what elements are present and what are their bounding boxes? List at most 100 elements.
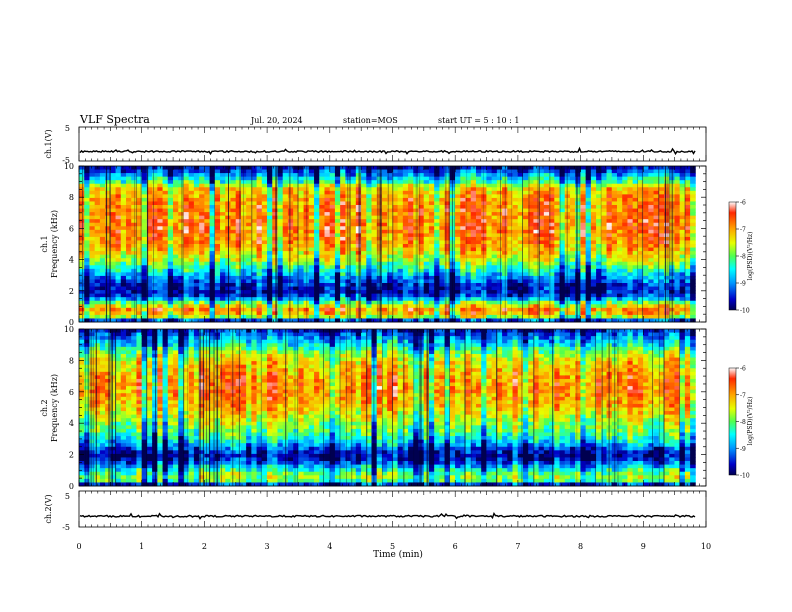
spectrogram-cell (658, 283, 665, 287)
spectrogram-cell (319, 226, 325, 231)
spectrogram-cell (596, 261, 602, 266)
spectrogram-cell (115, 194, 122, 199)
spectrogram-cell (267, 290, 273, 295)
spectrogram-cell (517, 300, 524, 305)
spectrogram-cell (596, 286, 602, 291)
spectrogram-cell (418, 261, 425, 266)
spectrogram-cell (481, 166, 487, 170)
spectrogram-cell (277, 251, 284, 256)
spectrogram-cell (131, 272, 137, 277)
spectrogram-cell (183, 187, 190, 192)
spectrogram-cell (272, 293, 278, 298)
spectrogram-cell (183, 212, 190, 217)
spectrogram-cell (141, 176, 148, 181)
spectrogram-cell (413, 318, 419, 323)
spectrogram-cell (99, 272, 106, 277)
spectrogram-cell (79, 293, 85, 298)
spectrogram-cell (455, 169, 461, 174)
spectrogram-cell (622, 314, 628, 319)
spectrogram-cell (601, 180, 607, 185)
spectrogram-cell (230, 233, 237, 238)
spectrogram-cell (455, 293, 461, 298)
spectrogram-cell (460, 300, 466, 305)
spectrogram-cell (272, 258, 278, 263)
spectrogram-cell (146, 180, 153, 185)
spectrogram-cell (444, 268, 451, 273)
spectrogram-cell (162, 226, 169, 231)
spectrogram-cell (669, 215, 675, 220)
spectrogram-cell (350, 272, 357, 277)
spectrogram-cell (643, 166, 649, 170)
spectrogram-cell (596, 290, 602, 295)
spectrogram-cell (366, 229, 372, 234)
spectrogram-cell (157, 173, 163, 178)
spectrogram-cell (408, 194, 414, 199)
spectrogram-cell (287, 307, 294, 312)
spectrogram-cell (371, 166, 378, 170)
spectrogram-cell (392, 215, 399, 220)
spectrogram-cell (381, 297, 388, 302)
spectrogram-cell (235, 187, 242, 192)
spectrogram-cell (533, 205, 540, 209)
spectrogram-cell (120, 314, 127, 319)
spectrogram-cell (460, 240, 466, 245)
spectrogram-cell (324, 226, 331, 231)
spectrogram-cell (528, 229, 534, 234)
spectrogram-cell (601, 215, 607, 220)
spectrogram-cell (152, 314, 158, 319)
spectrogram-cell (157, 293, 163, 298)
spectrogram-cell (287, 279, 294, 284)
spectrogram-cell (371, 290, 378, 295)
spectrogram-cell (580, 272, 587, 277)
spectrogram-cell (486, 173, 493, 178)
spectrogram-cell (167, 222, 174, 227)
spectrogram-cell (319, 304, 325, 309)
spectrogram-cell (193, 219, 200, 224)
spectrogram-cell (277, 307, 284, 312)
spectrogram-cell (596, 279, 602, 284)
spectrogram-cell (84, 272, 90, 277)
spectrogram-cell (267, 180, 273, 185)
spectrogram-cell (533, 187, 540, 192)
spectrogram-cell (329, 197, 336, 202)
spectrogram-cell (131, 190, 137, 195)
spectrogram-cell (643, 254, 649, 259)
spectrogram-cell (235, 201, 242, 206)
spectrogram-cell (648, 318, 654, 323)
spectrogram-cell (392, 240, 399, 245)
spectrogram-cell (188, 300, 195, 305)
spectrogram-cell (235, 219, 242, 224)
spectrogram-cell (193, 229, 200, 234)
spectrogram-cell (664, 236, 670, 241)
spectrogram-cell (470, 173, 477, 178)
spectrogram-cell (522, 197, 529, 202)
spectrogram-cell (632, 261, 639, 266)
spectrogram-cell (658, 197, 665, 202)
spectrogram-cell (559, 297, 566, 302)
spectrogram-cell (538, 268, 545, 273)
spectrogram-cell (569, 283, 576, 287)
spectrogram-cell (465, 283, 472, 287)
spectrogram-cell (669, 180, 675, 185)
spectrogram-cell (627, 314, 634, 319)
spectrogram-cell (152, 254, 158, 259)
spectrogram-cell (146, 183, 153, 188)
spectrogram-cell (512, 236, 519, 241)
spectrogram-cell (136, 222, 143, 227)
spectrogram-cell (235, 293, 242, 298)
spectrogram-cell (167, 215, 174, 220)
spectrogram-cell (345, 240, 351, 245)
spectrogram-cell (402, 190, 409, 195)
spectrogram-cell (287, 173, 294, 178)
spectrogram-cell (658, 293, 665, 298)
spectrogram-cell (193, 290, 200, 295)
spectrogram-cell (204, 166, 210, 170)
spectrogram-cell (220, 194, 226, 199)
spectrogram-cell (214, 190, 221, 195)
spectrogram-cell (126, 286, 132, 291)
spectrogram-cell (303, 197, 310, 202)
spectrogram-cell (496, 229, 503, 234)
spectrogram-cell (486, 304, 493, 309)
spectrogram-cell (601, 283, 607, 287)
spectrogram-cell (251, 314, 257, 319)
